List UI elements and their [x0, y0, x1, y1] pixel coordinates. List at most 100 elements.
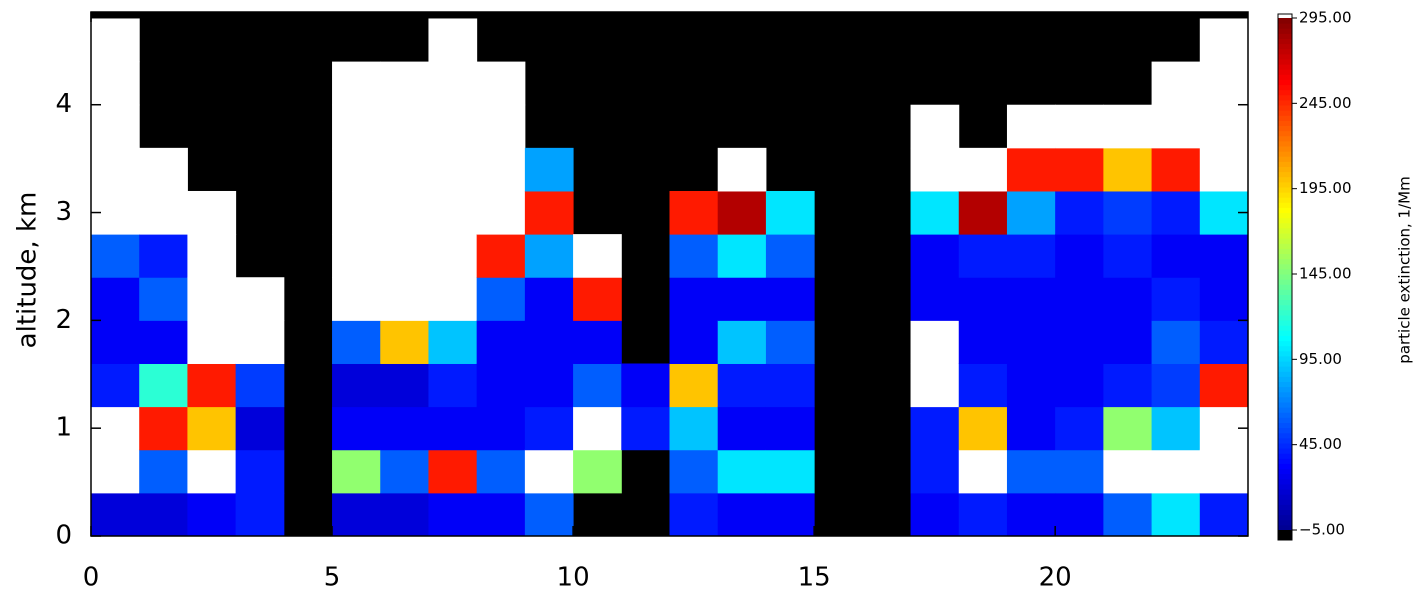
heatmap-cell — [1103, 190, 1153, 235]
heatmap-cell — [573, 277, 622, 321]
heatmap-cell — [765, 190, 815, 235]
heatmap-cell — [91, 61, 140, 106]
colorbar-segment — [1278, 325, 1292, 331]
heatmap-cell — [1199, 61, 1249, 106]
heatmap-cell — [235, 363, 285, 408]
colorbar-segment — [1278, 130, 1292, 137]
heatmap-cell — [91, 449, 140, 494]
colorbar-segment — [1278, 176, 1292, 183]
heatmap-cell — [332, 406, 381, 451]
colorbar-segment — [1278, 422, 1292, 429]
heatmap-cell — [332, 190, 381, 235]
heatmap-cell — [1103, 277, 1153, 321]
heatmap-cell — [91, 18, 140, 63]
heatmap-cell — [332, 449, 381, 494]
colorbar-segment — [1278, 402, 1292, 408]
colorbar-segment — [1278, 43, 1292, 50]
colorbar-segment — [1278, 181, 1292, 188]
colorbar-segment — [1278, 437, 1292, 444]
heatmap-cell — [1103, 320, 1153, 364]
heatmap-cell — [380, 320, 429, 364]
heatmap-cell — [1199, 277, 1249, 321]
heatmap-cell — [187, 492, 237, 537]
colorbar-segment — [1278, 197, 1292, 203]
heatmap-cell — [958, 190, 1008, 235]
heatmap-cell — [91, 492, 140, 537]
colorbar-segment — [1278, 304, 1292, 311]
heatmap-cell — [573, 320, 622, 364]
heatmap-cell — [1151, 147, 1201, 192]
colorbar-segment — [1278, 28, 1292, 34]
heatmap-cell — [1199, 18, 1249, 63]
heatmap-cell — [428, 18, 478, 63]
heatmap-cell — [765, 277, 815, 321]
heatmap-cell — [1006, 363, 1056, 408]
heatmap-cell — [524, 449, 574, 494]
colorbar-tick-label: 95.00 — [1299, 350, 1342, 368]
heatmap-cell — [1006, 449, 1056, 494]
heatmap-cell — [476, 363, 526, 408]
heatmap-cell — [1103, 449, 1153, 494]
heatmap-cell — [621, 406, 670, 451]
colorbar-tick-label: 45.00 — [1299, 435, 1342, 453]
y-tick-label: 3 — [55, 197, 72, 227]
heatmap-cell — [428, 277, 478, 321]
heatmap-cell — [380, 147, 429, 192]
heatmap-cell — [669, 190, 719, 235]
heatmap-cell — [380, 363, 429, 408]
colorbar-segment — [1278, 161, 1292, 167]
heatmap-cell — [910, 147, 960, 192]
heatmap-cell — [1199, 449, 1249, 494]
colorbar-segment — [1278, 442, 1292, 449]
heatmap-cell — [476, 492, 526, 537]
heatmap-cell — [380, 190, 429, 235]
heatmap-cell — [428, 104, 478, 149]
heatmap-cell — [1199, 104, 1249, 149]
colorbar-segment — [1278, 64, 1292, 70]
heatmap-cell — [332, 147, 381, 192]
heatmap-cell — [1006, 104, 1056, 149]
heatmap-cell — [1199, 363, 1249, 408]
heatmap-cell — [187, 190, 237, 235]
colorbar-segment — [1278, 227, 1292, 234]
colorbar-segment — [1278, 217, 1292, 224]
colorbar-segment — [1278, 74, 1292, 80]
colorbar-segment — [1278, 33, 1292, 39]
heatmap-cell — [428, 406, 478, 451]
colorbar-segment — [1278, 519, 1292, 526]
heatmap-cell — [476, 104, 526, 149]
heatmap-cell — [1006, 406, 1056, 451]
heatmap-cell — [524, 406, 574, 451]
heatmap-cell — [669, 492, 719, 537]
colorbar-segment — [1278, 458, 1292, 464]
heatmap-cell — [910, 190, 960, 235]
colorbar-segment — [1278, 366, 1292, 372]
heatmap-cell — [1055, 492, 1104, 537]
colorbar-segment — [1278, 135, 1292, 142]
heatmap-cell — [1103, 234, 1153, 278]
heatmap-cell — [1151, 61, 1201, 106]
heatmap-cell — [765, 320, 815, 364]
heatmap-cell — [380, 406, 429, 451]
heatmap-cell — [1151, 320, 1201, 364]
heatmap-cell — [669, 363, 719, 408]
x-tick-label: 10 — [557, 563, 590, 593]
heatmap-cell — [717, 320, 767, 364]
colorbar-segment — [1278, 483, 1292, 490]
colorbar-segment — [1278, 473, 1292, 480]
heatmap-cell — [669, 449, 719, 494]
colorbar-segment — [1278, 140, 1292, 147]
heatmap-cell — [910, 449, 960, 494]
heatmap-cell — [1055, 147, 1104, 192]
heatmap-cell — [428, 190, 478, 235]
colorbar-segment — [1278, 212, 1292, 219]
heatmap-cell — [717, 190, 767, 235]
colorbar-segment — [1278, 468, 1292, 475]
colorbar-segment — [1278, 105, 1292, 111]
heatmap-cell — [139, 277, 188, 321]
heatmap-cell — [669, 406, 719, 451]
heatmap-cell — [476, 449, 526, 494]
heatmap-cell — [428, 449, 478, 494]
heatmap-cell — [380, 104, 429, 149]
